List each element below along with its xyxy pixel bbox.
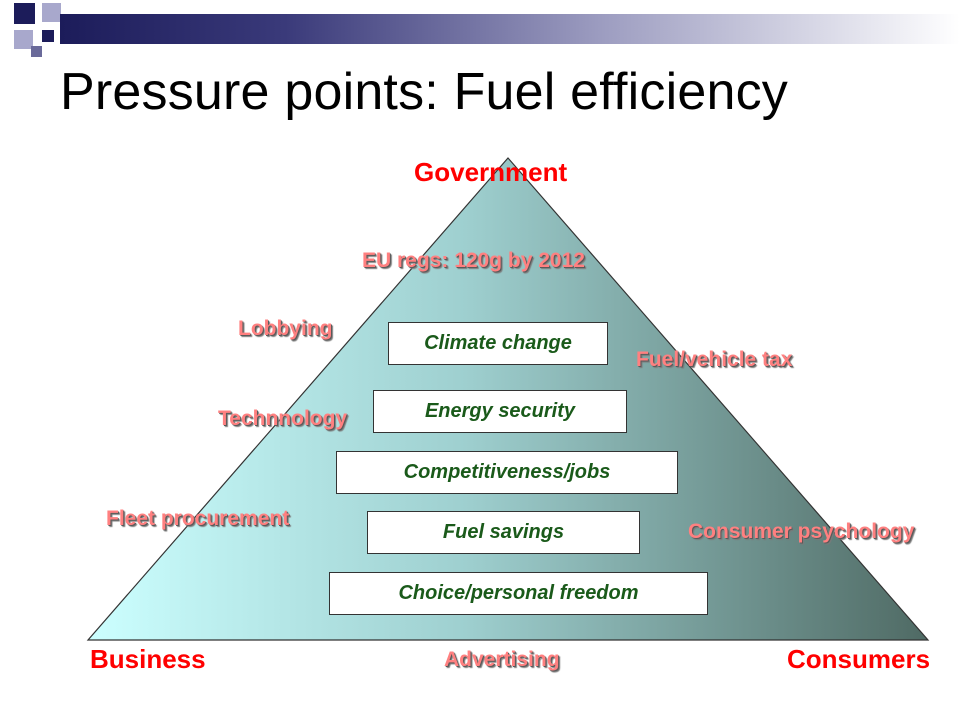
corner-label-business: Business	[90, 644, 206, 674]
pressure-label-fleet-procurement: Fleet procurement	[106, 507, 290, 530]
driver-box-energy-security: Energy security	[373, 390, 627, 433]
corner-square-dark	[42, 30, 54, 42]
header-gradient-bar	[60, 14, 960, 44]
corner-square-light	[42, 3, 61, 22]
slide-title: Pressure points: Fuel efficiency	[60, 63, 789, 121]
driver-box-climate-change: Climate change	[388, 322, 608, 365]
pressure-label-fuel-vehicle-tax: Fuel/vehicle tax	[636, 348, 793, 371]
corner-square-small	[31, 46, 42, 57]
corner-square-dark	[14, 3, 35, 24]
pressure-label-consumer-psychology: Consumer psychology	[688, 520, 915, 543]
driver-box-choice-freedom: Choice/personal freedom	[329, 572, 708, 615]
pressure-label-lobbying: Lobbying	[238, 317, 333, 340]
corner-square-light	[14, 30, 33, 49]
pressure-label-eu-regs: EU regs: 120g by 2012	[362, 249, 585, 272]
driver-box-competitiveness-jobs: Competitiveness/jobs	[336, 451, 678, 494]
pressure-label-technology: Technnology	[218, 407, 348, 430]
driver-box-fuel-savings: Fuel savings	[367, 511, 640, 554]
corner-label-consumers: Consumers	[787, 644, 931, 674]
corner-label-government: Government	[414, 157, 568, 187]
pressure-label-advertising: Advertising	[444, 648, 560, 671]
